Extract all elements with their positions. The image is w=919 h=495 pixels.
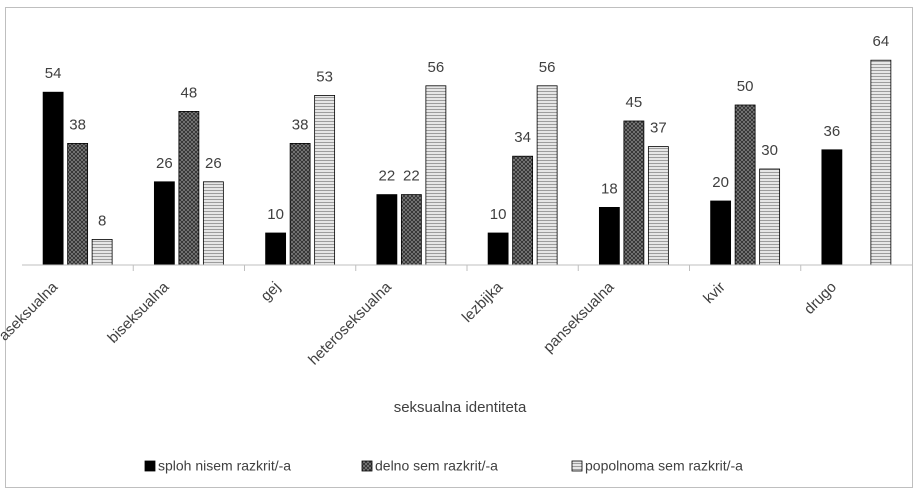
data-label: 22 xyxy=(403,168,420,185)
bar xyxy=(536,85,558,266)
legend-swatch xyxy=(144,460,156,472)
data-label: 53 xyxy=(316,68,333,85)
bar xyxy=(821,149,843,266)
data-label: 34 xyxy=(514,129,531,146)
data-label: 26 xyxy=(205,155,222,172)
data-label: 26 xyxy=(156,155,173,172)
bar xyxy=(67,142,89,266)
bar xyxy=(870,59,892,266)
bar xyxy=(314,95,336,266)
bar xyxy=(759,168,781,266)
data-label: 36 xyxy=(824,123,841,140)
legend-swatch xyxy=(571,460,583,472)
legend-label: sploh nisem razkrit/-a xyxy=(158,458,291,474)
data-label: 48 xyxy=(181,84,198,101)
data-label: 20 xyxy=(712,174,729,191)
data-label: 38 xyxy=(69,116,86,133)
bar xyxy=(512,155,534,266)
bar xyxy=(42,91,64,266)
data-label: 8 xyxy=(98,212,106,229)
bar xyxy=(91,238,113,266)
bar xyxy=(710,200,732,266)
bar xyxy=(400,194,422,266)
legend-label: delno sem razkrit/-a xyxy=(375,458,498,474)
bar xyxy=(734,104,756,266)
data-label: 30 xyxy=(761,142,778,159)
bar xyxy=(623,120,645,266)
data-label: 22 xyxy=(379,168,396,185)
bar xyxy=(376,194,398,266)
bar xyxy=(265,232,287,266)
legend-label: popolnoma sem razkrit/-a xyxy=(585,458,743,474)
data-label: 38 xyxy=(292,116,309,133)
bar xyxy=(425,85,447,266)
data-label: 50 xyxy=(737,78,754,95)
data-label: 37 xyxy=(650,120,667,137)
data-label: 64 xyxy=(873,33,890,50)
data-label: 56 xyxy=(428,59,445,76)
bar xyxy=(487,232,509,266)
bar xyxy=(647,146,669,266)
bar xyxy=(178,111,200,266)
bar xyxy=(202,181,224,266)
data-label: 54 xyxy=(45,65,62,82)
data-label: 18 xyxy=(601,180,618,197)
data-label: 10 xyxy=(267,206,284,223)
data-label: 10 xyxy=(490,206,507,223)
x-axis-title: seksualna identiteta xyxy=(394,399,527,416)
legend-swatch xyxy=(361,460,373,472)
bar xyxy=(289,142,311,266)
bar xyxy=(153,181,175,266)
data-label: 56 xyxy=(539,59,556,76)
bar xyxy=(598,206,620,266)
data-label: 45 xyxy=(626,94,643,111)
